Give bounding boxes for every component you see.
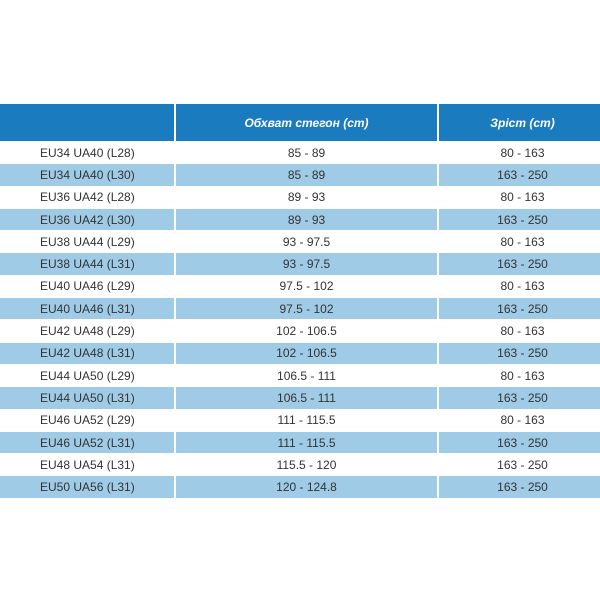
- table-cell: 163 - 250: [439, 164, 600, 186]
- table-row: EU38 UA44 (L29) 93 - 97.5 80 - 163: [0, 231, 600, 253]
- table-cell: 80 - 163: [439, 186, 600, 208]
- table-cell: 89 - 93: [176, 208, 437, 231]
- table-cell: 111 - 115.5: [176, 431, 437, 454]
- table-cell: 163 - 250: [439, 431, 600, 454]
- table-cell: EU36 UA42 (L28): [0, 186, 174, 208]
- table-cell: 120 - 124.8: [176, 476, 437, 498]
- table-cell: 93 - 97.5: [176, 231, 437, 253]
- size-table: Обхват стегон (cm) Зріст (cm) EU34 UA40 …: [0, 103, 600, 499]
- table-cell: 93 - 97.5: [176, 253, 437, 275]
- table-cell: 163 - 250: [439, 342, 600, 364]
- table-cell: 163 - 250: [439, 476, 600, 498]
- table-cell: EU48 UA54 (L31): [0, 454, 174, 476]
- table-cell: 106.5 - 111: [176, 387, 437, 409]
- header-cell: Зріст (cm): [439, 104, 600, 141]
- table-body: EU34 UA40 (L28) 85 - 89 80 - 163 EU34 UA40 …: [0, 142, 600, 498]
- table-cell: EU46 UA52 (L31): [0, 431, 174, 454]
- table-row: EU46 UA52 (L31) 111 - 115.5 163 - 250: [0, 431, 600, 454]
- table-cell: EU42 UA48 (L29): [0, 320, 174, 342]
- table-row: EU50 UA56 (L31) 120 - 124.8 163 - 250: [0, 476, 600, 498]
- table-row: EU44 UA50 (L31) 106.5 - 111 163 - 250: [0, 387, 600, 409]
- table-cell: 106.5 - 111: [176, 364, 437, 387]
- table-row: EU44 UA50 (L29) 106.5 - 111 80 - 163: [0, 364, 600, 387]
- table-cell: EU44 UA50 (L29): [0, 364, 174, 387]
- table-cell: 80 - 163: [439, 231, 600, 253]
- table-cell: EU34 UA40 (L28): [0, 142, 174, 164]
- table-row: EU40 UA46 (L31) 97.5 - 102 163 - 250: [0, 298, 600, 320]
- table-cell: 163 - 250: [439, 454, 600, 476]
- table-row: EU36 UA42 (L28) 89 - 93 80 - 163: [0, 186, 600, 208]
- table-cell: EU36 UA42 (L30): [0, 208, 174, 231]
- header-cell: Обхват стегон (cm): [176, 104, 437, 141]
- table-row: EU36 UA42 (L30) 89 - 93 163 - 250: [0, 208, 600, 231]
- header-row: Обхват стегон (cm) Зріст (cm): [0, 104, 600, 141]
- table-cell: EU44 UA50 (L31): [0, 387, 174, 409]
- table-cell: EU42 UA48 (L31): [0, 342, 174, 364]
- table-cell: 97.5 - 102: [176, 298, 437, 320]
- table-cell: 115.5 - 120: [176, 454, 437, 476]
- table-cell: 80 - 163: [439, 320, 600, 342]
- table-row: EU34 UA40 (L30) 85 - 89 163 - 250: [0, 164, 600, 186]
- table-cell: EU38 UA44 (L29): [0, 231, 174, 253]
- table-cell: 89 - 93: [176, 186, 437, 208]
- table-cell: 163 - 250: [439, 298, 600, 320]
- table-cell: 80 - 163: [439, 409, 600, 431]
- table-cell: 80 - 163: [439, 142, 600, 164]
- table-cell: 111 - 115.5: [176, 409, 437, 431]
- table-cell: 80 - 163: [439, 364, 600, 387]
- table-cell: EU46 UA52 (L29): [0, 409, 174, 431]
- table-cell: 80 - 163: [439, 275, 600, 298]
- header-cell: [0, 104, 174, 141]
- table-cell: EU50 UA56 (L31): [0, 476, 174, 498]
- table-row: EU42 UA48 (L29) 102 - 106.5 80 - 163: [0, 320, 600, 342]
- table-row: EU48 UA54 (L31) 115.5 - 120 163 - 250: [0, 454, 600, 476]
- table-cell: EU40 UA46 (L29): [0, 275, 174, 298]
- table-row: EU40 UA46 (L29) 97.5 - 102 80 - 163: [0, 275, 600, 298]
- table-cell: 163 - 250: [439, 208, 600, 231]
- table-cell: 102 - 106.5: [176, 342, 437, 364]
- table-row: EU38 UA44 (L31) 93 - 97.5 163 - 250: [0, 253, 600, 275]
- table-cell: 85 - 89: [176, 142, 437, 164]
- table-row: EU46 UA52 (L29) 111 - 115.5 80 - 163: [0, 409, 600, 431]
- table-row: EU42 UA48 (L31) 102 - 106.5 163 - 250: [0, 342, 600, 364]
- table-cell: EU38 UA44 (L31): [0, 253, 174, 275]
- table-cell: 163 - 250: [439, 253, 600, 275]
- table-cell: 85 - 89: [176, 164, 437, 186]
- table-cell: 163 - 250: [439, 387, 600, 409]
- table-cell: EU34 UA40 (L30): [0, 164, 174, 186]
- table-row: EU34 UA40 (L28) 85 - 89 80 - 163: [0, 142, 600, 164]
- table-cell: 97.5 - 102: [176, 275, 437, 298]
- table-cell: EU40 UA46 (L31): [0, 298, 174, 320]
- table-cell: 102 - 106.5: [176, 320, 437, 342]
